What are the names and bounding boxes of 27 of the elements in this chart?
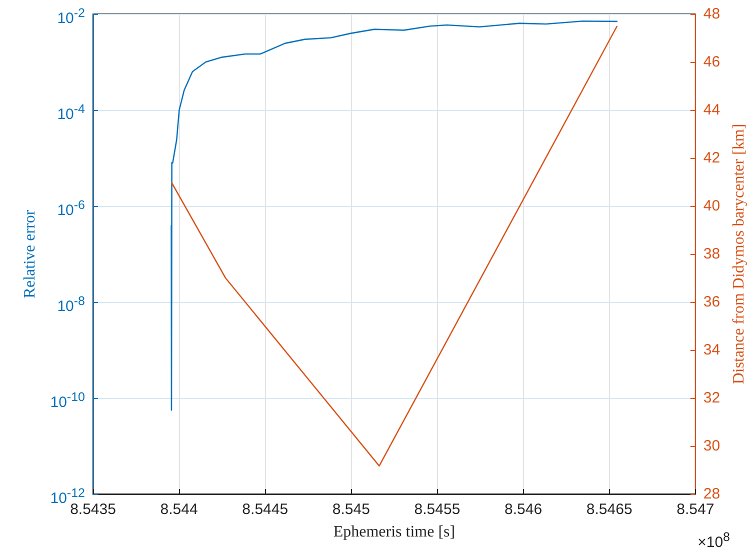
y2-tick-label: 36 — [703, 294, 720, 310]
y2-tick-label: 28 — [703, 486, 720, 502]
y2-tick-label: 48 — [703, 6, 720, 22]
y-tick-label: 10$^{-10}$ — [50, 390, 85, 411]
x-tick-label: 8.5445 — [242, 501, 288, 518]
y2-tick-label: 38 — [703, 246, 720, 262]
x-tick-label: 8.5455 — [414, 501, 460, 518]
y2-axis-title: Distance from Didymos barycenter [km] — [730, 124, 748, 384]
y-axis-title: Relative error — [22, 209, 38, 298]
y2-tick-label: 40 — [703, 198, 720, 214]
x-tick-label: 8.547 — [676, 501, 714, 518]
y-tick-label: 10$^{-2}$ — [57, 6, 85, 27]
y2-tick-label: 34 — [703, 342, 720, 358]
text: ×10$^{8}$ — [698, 530, 730, 551]
x-tick-label: 8.5465 — [586, 501, 632, 518]
x-tick-label: 8.546 — [504, 501, 542, 518]
y2-tick-label: 44 — [703, 102, 720, 118]
y2-tick-label: 30 — [703, 438, 720, 454]
y-tick-label: 10$^{-8}$ — [57, 294, 85, 315]
y2-tick-label: 32 — [703, 390, 720, 406]
x-tick-label: 8.544 — [160, 501, 198, 518]
y2-tick-label: 42 — [703, 150, 720, 166]
x-axis-title: Ephemeris time [s] — [333, 524, 456, 540]
y-tick-label: 10$^{-6}$ — [57, 198, 85, 219]
y-tick-label: 10$^{-4}$ — [57, 102, 85, 123]
y2-tick-label: 46 — [703, 54, 720, 70]
x-tick-label: 8.545 — [332, 501, 370, 518]
